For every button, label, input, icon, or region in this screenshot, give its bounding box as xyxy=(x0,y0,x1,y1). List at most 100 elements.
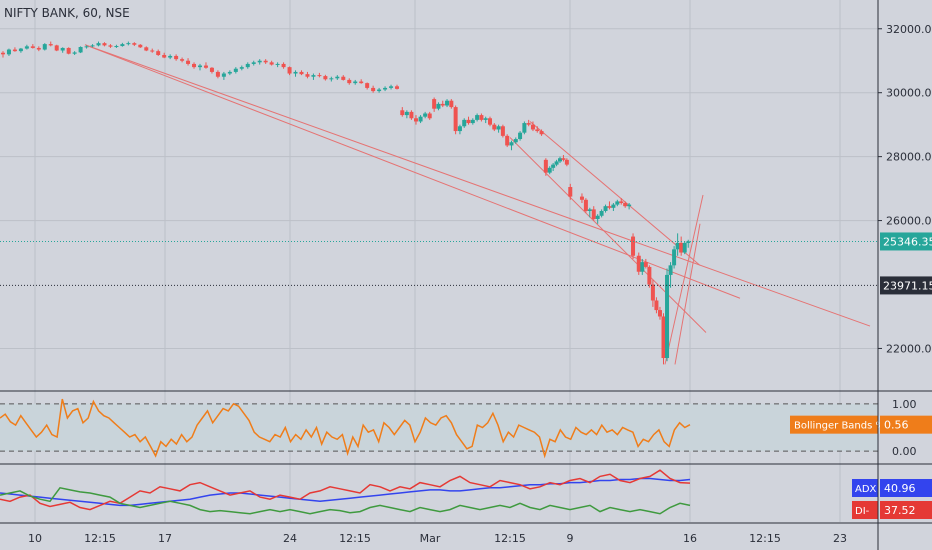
bollinger-band-fill xyxy=(0,403,878,452)
candle-body xyxy=(445,100,450,106)
y-tick-label: 22000.00 xyxy=(886,342,932,355)
candle-body xyxy=(174,55,179,60)
adx-label-name: DI- xyxy=(855,506,870,517)
candle-body xyxy=(281,63,286,68)
candle-body xyxy=(293,71,298,74)
trend-lines xyxy=(84,44,871,365)
candle-body xyxy=(275,63,280,65)
candle-body xyxy=(661,316,666,359)
candle-body xyxy=(389,86,394,88)
candle-body xyxy=(102,43,107,46)
candle-body xyxy=(647,266,652,285)
bb-y-tick-label: 0.00 xyxy=(892,445,917,458)
candle-body xyxy=(132,43,137,45)
candle-body xyxy=(436,103,441,109)
price-lines: 25346.35 23971.15 xyxy=(0,232,932,295)
candle-body xyxy=(359,81,364,84)
candle-body xyxy=(475,115,480,120)
candle-body xyxy=(650,284,655,301)
price-label: 25346.35 xyxy=(883,235,932,248)
candle-body xyxy=(371,87,376,92)
candle-body xyxy=(90,45,95,47)
adx-value: 37.52 xyxy=(884,504,916,517)
candle-body xyxy=(418,116,423,122)
adx-label-box xyxy=(852,501,878,519)
candle-body xyxy=(341,76,346,80)
candle-body xyxy=(615,201,620,205)
candle-body xyxy=(470,119,475,124)
candle-body xyxy=(518,132,523,140)
candle-body xyxy=(365,83,370,88)
price-label: 23971.15 xyxy=(883,279,932,292)
candle-body xyxy=(483,118,488,120)
candle-body xyxy=(12,49,17,52)
candle-body xyxy=(269,62,274,65)
candle-body xyxy=(643,262,648,267)
candle-body xyxy=(409,111,414,119)
candle-body xyxy=(0,52,5,55)
candle-body xyxy=(400,110,405,116)
candle-body xyxy=(305,74,310,77)
candle-body xyxy=(449,100,454,108)
candle-body xyxy=(488,118,492,125)
candle-body xyxy=(203,65,208,68)
candle-body xyxy=(168,55,173,58)
candle-body xyxy=(432,99,437,109)
trend-line xyxy=(84,44,871,327)
candle-body xyxy=(414,118,418,122)
candle-body xyxy=(150,50,155,52)
candle-body xyxy=(192,63,197,68)
candle-body xyxy=(587,209,592,211)
grid xyxy=(0,0,932,524)
adx-value-box xyxy=(880,479,932,497)
candle-body xyxy=(227,71,232,74)
bb-y-tick-label: 1.00 xyxy=(892,398,917,411)
candle-body xyxy=(427,113,432,119)
candle-body xyxy=(558,158,562,162)
candle-body xyxy=(509,142,514,146)
bollinger-label-name: Bollinger Bands %B xyxy=(794,421,892,432)
bollinger-panel: Bollinger Bands %B0.56 xyxy=(0,398,932,459)
candle-body xyxy=(221,73,226,77)
candle-body xyxy=(311,75,316,77)
x-tick-label: 16 xyxy=(683,532,697,545)
y-tick-label: 26000.00 xyxy=(886,215,932,228)
candle-body xyxy=(54,45,59,51)
axes: 32000.00 30000.00 28000.00 26000.00 22000.00… xyxy=(28,0,932,550)
x-tick-label: 12:15 xyxy=(749,532,781,545)
candle-body xyxy=(263,60,268,63)
y-tick-label: 32000.00 xyxy=(886,23,932,36)
candle-body xyxy=(561,158,566,160)
adx-value-box xyxy=(880,501,932,519)
candle-body xyxy=(535,129,540,132)
x-tick-label: 23 xyxy=(833,532,847,545)
adx-label-name: ADX xyxy=(855,484,877,495)
candle-body xyxy=(607,206,612,208)
candle-body xyxy=(496,126,501,130)
adx-series-diminus xyxy=(0,469,691,511)
candle-body xyxy=(239,67,244,69)
x-tick-label: 9 xyxy=(567,532,574,545)
candle-body xyxy=(84,46,89,48)
x-tick-label: 17 xyxy=(158,532,172,545)
candle-body xyxy=(377,89,382,92)
candle-body xyxy=(440,103,445,106)
adx-value: 40.96 xyxy=(884,482,916,495)
candle-body xyxy=(492,124,497,130)
candle-body xyxy=(657,310,662,317)
candles xyxy=(0,41,691,365)
candle-body xyxy=(353,81,358,84)
candle-body xyxy=(180,59,185,61)
candle-body xyxy=(599,210,604,216)
candle-body xyxy=(619,201,624,203)
x-tick-label: 12:15 xyxy=(84,532,116,545)
candle-body xyxy=(672,249,677,266)
candle-body xyxy=(78,46,83,53)
candle-body xyxy=(24,46,29,49)
candle-body xyxy=(42,44,47,50)
price-label-box xyxy=(880,276,932,295)
candle-body xyxy=(654,300,659,311)
candle-body xyxy=(108,45,113,47)
x-tick-label: 24 xyxy=(283,532,297,545)
candle-body xyxy=(96,43,101,46)
